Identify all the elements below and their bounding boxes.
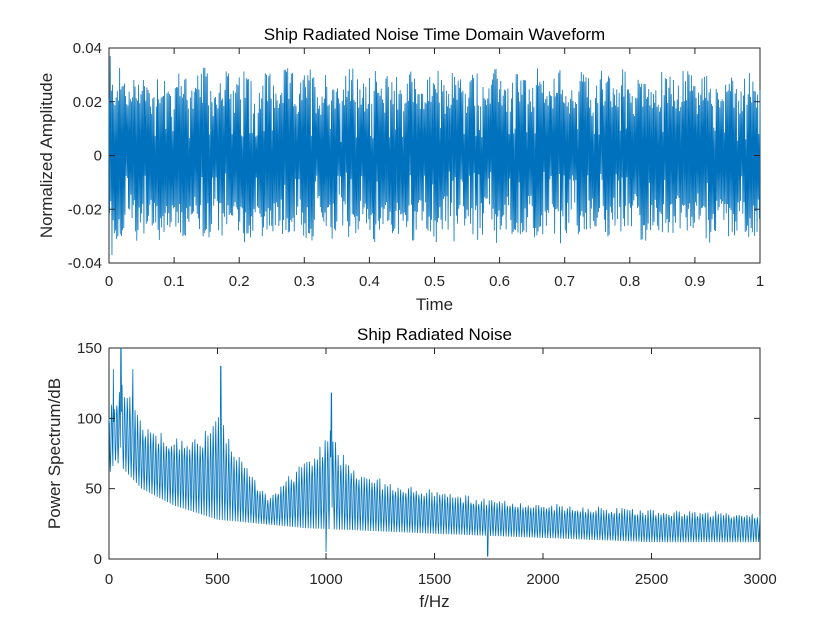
spectrum-series <box>108 347 761 557</box>
waveform-series <box>108 56 761 255</box>
spectrum-y-label: Power Spectrum/dB <box>45 378 64 529</box>
spectrum-y-tick-label: 100 <box>77 410 102 427</box>
spectrum-x-label: f/Hz <box>419 592 449 611</box>
spectrum-plot-area <box>108 347 761 560</box>
waveform-x-ticks: 0 0.1 0.2 0.3 0.4 0.5 0.6 0.7 0.8 0.9 1 <box>105 48 764 290</box>
spectrum-x-tick-label: 1500 <box>418 571 451 588</box>
waveform-x-tick-label: 0.7 <box>554 273 575 290</box>
waveform-y-label: Normalized Amplitude <box>37 73 56 238</box>
waveform-y-tick-label: 0.02 <box>73 94 102 111</box>
spectrum-y-tick-label: 50 <box>85 481 102 498</box>
waveform-x-tick-label: 0.4 <box>359 273 380 290</box>
waveform-y-tick-label: -0.04 <box>68 255 102 272</box>
spectrum-y-tick-label: 150 <box>77 340 102 357</box>
spectrum-x-ticks: 0 500 1000 1500 2000 2500 3000 <box>105 348 777 588</box>
waveform-y-tick-label: -0.02 <box>68 201 102 218</box>
spectrum-axes: Ship Radiated Noise 0 500 1000 1500 2000 2500… <box>45 325 777 611</box>
waveform-x-tick-label: 1 <box>756 273 764 290</box>
waveform-x-tick-label: 0 <box>105 273 113 290</box>
waveform-y-ticks: -0.04 -0.02 0 0.02 0.04 <box>68 40 760 272</box>
waveform-x-tick-label: 0.8 <box>619 273 640 290</box>
spectrum-y-ticks: 0 50 100 150 <box>77 340 760 568</box>
spectrum-x-tick-label: 0 <box>105 571 113 588</box>
waveform-x-tick-label: 0.6 <box>489 273 510 290</box>
spectrum-title: Ship Radiated Noise <box>357 325 512 344</box>
waveform-x-tick-label: 0.2 <box>229 273 250 290</box>
waveform-x-tick-label: 0.1 <box>164 273 185 290</box>
waveform-line <box>108 56 761 255</box>
waveform-x-tick-label: 0.9 <box>684 273 705 290</box>
waveform-y-tick-label: 0 <box>94 148 102 165</box>
spectrum-x-tick-label: 2500 <box>635 571 668 588</box>
spectrum-x-tick-label: 3000 <box>743 571 776 588</box>
waveform-x-label: Time <box>416 295 453 314</box>
spectrum-x-tick-label: 2000 <box>526 571 559 588</box>
spectrum-x-tick-label: 500 <box>205 571 230 588</box>
waveform-axes: Ship Radiated Noise Time Domain Waveform… <box>37 25 764 314</box>
waveform-x-tick-label: 0.5 <box>424 273 445 290</box>
spectrum-line <box>108 347 761 557</box>
waveform-x-tick-label: 0.3 <box>294 273 315 290</box>
waveform-y-tick-label: 0.04 <box>73 40 102 57</box>
waveform-title: Ship Radiated Noise Time Domain Waveform <box>264 25 605 44</box>
spectrum-y-tick-label: 0 <box>94 551 102 568</box>
spectrum-x-tick-label: 1000 <box>309 571 342 588</box>
